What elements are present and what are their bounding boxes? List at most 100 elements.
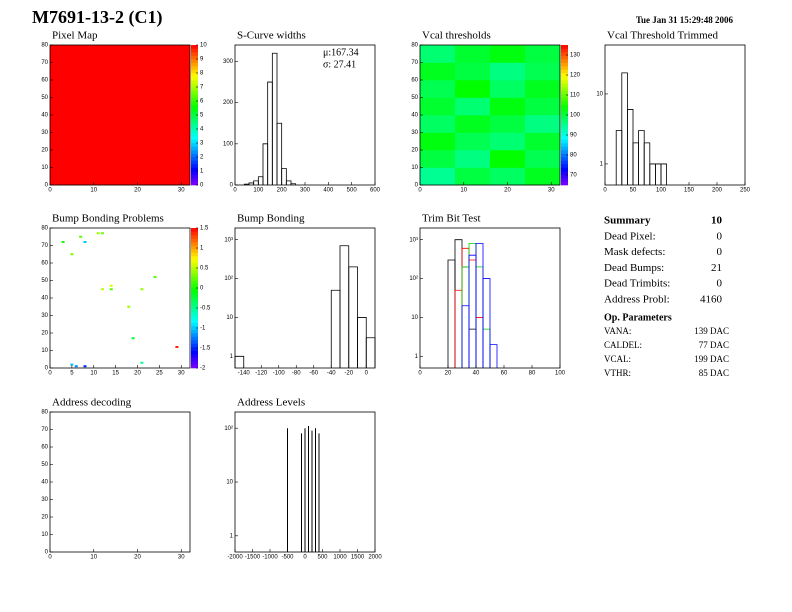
x-tick-label: 10 [90, 555, 97, 561]
summary-label: Dead Trimbits: [604, 278, 670, 290]
heat-cell [420, 45, 456, 63]
y-tick-label: 60 [41, 445, 48, 451]
colorbar-segment [191, 329, 198, 334]
colorbar-segment [561, 167, 568, 172]
colorbar-segment [561, 153, 568, 158]
colorbar-segment [561, 59, 568, 63]
colorbar-segment [191, 181, 198, 186]
colorbar-segment [191, 132, 198, 137]
z-tick-label: 70 [570, 173, 577, 179]
x-tick-label: 0 [603, 188, 607, 194]
heat-cell [490, 167, 526, 186]
heat-cell [455, 62, 491, 81]
colorbar-segment [191, 83, 198, 88]
x-tick-label: 80 [529, 371, 536, 377]
heat-cell [455, 97, 491, 116]
colorbar-segment [191, 129, 198, 133]
point [83, 365, 87, 368]
heat-cell [50, 150, 86, 186]
heat-cell [50, 80, 86, 116]
y-tick-label: 20 [41, 515, 48, 521]
colorbar-segment [191, 270, 198, 274]
heat-cell [490, 115, 526, 133]
param-value: 77 DAC [699, 340, 729, 350]
point [70, 363, 74, 366]
x-tick-label: 40 [473, 371, 480, 377]
heat-cell [155, 80, 191, 116]
x-tick-label: 100 [656, 188, 667, 194]
colorbar-segment [191, 235, 198, 239]
colorbar-segment [191, 153, 198, 158]
summary-title: Summary [604, 215, 651, 227]
hist-bin [285, 180, 292, 185]
chart-title: Address decoding [52, 397, 132, 409]
heat-cell [85, 150, 121, 186]
point [101, 232, 104, 235]
heat-cell [455, 132, 491, 151]
z-tick-label: -1 [200, 326, 206, 332]
colorbar-segment [191, 357, 198, 362]
x-tick-label: 150 [684, 188, 695, 194]
colorbar-segment [561, 143, 568, 147]
chart-title: Address Levels [237, 397, 305, 409]
point [153, 276, 157, 278]
summary-label: Address Probl: [604, 293, 670, 305]
x-tick-label: 200 [712, 188, 723, 194]
colorbar-segment [191, 167, 198, 172]
x-tick-label: 50 [630, 188, 637, 194]
colorbar-segment [191, 136, 198, 140]
z-tick-label: 1 [200, 169, 204, 175]
colorbar-segment [191, 143, 198, 147]
y-tick-label: 1 [230, 533, 234, 539]
colorbar-segment [191, 256, 198, 260]
colorbar-segment [191, 280, 198, 285]
heat-cell [85, 80, 121, 116]
y-tick-label: 10² [224, 276, 233, 282]
point [109, 284, 113, 287]
colorbar-segment [191, 48, 198, 53]
colorbar-segment [561, 129, 568, 133]
z-tick-label: 2 [200, 155, 204, 161]
y-tick-label: 10 [226, 315, 233, 321]
x-tick-label: 250 [740, 188, 751, 194]
colorbar-segment [191, 294, 198, 299]
y-tick-label: 40 [41, 113, 48, 119]
colorbar-segment [191, 312, 198, 316]
z-tick-label: -0.5 [200, 306, 211, 312]
y-tick-label: 0 [45, 550, 49, 556]
colorbar-segment [191, 259, 198, 264]
colorbar-segment [561, 62, 568, 67]
z-tick-label: 130 [570, 53, 581, 59]
z-tick-label: 6 [200, 99, 204, 105]
x-tick-label: -120 [255, 371, 268, 377]
colorbar-segment [561, 80, 568, 84]
colorbar-segment [191, 291, 198, 295]
heat-cell [525, 62, 561, 81]
z-tick-label: 1 [200, 246, 204, 252]
colorbar-segment [191, 322, 198, 327]
colorbar-segment [191, 301, 198, 306]
x-tick-label: -1000 [262, 555, 278, 561]
plot-frame [604, 44, 746, 186]
param-label: CALDEL: [604, 340, 642, 350]
chart-title: Pixel Map [52, 30, 98, 42]
colorbar-segment [561, 146, 568, 151]
colorbar-segment [561, 97, 568, 102]
heat-cell [490, 132, 526, 151]
y-tick-label: 70 [41, 243, 48, 249]
colorbar-segment [561, 66, 568, 70]
y-tick-label: 300 [223, 59, 234, 65]
point [96, 232, 100, 235]
x-tick-label: 20 [134, 371, 141, 377]
colorbar-segment [561, 111, 568, 116]
hist-bin [271, 52, 278, 185]
z-tick-label: 0 [200, 183, 204, 189]
colorbar-segment [191, 361, 198, 365]
heat-cell [420, 80, 456, 98]
heat-cell [490, 80, 526, 98]
z-tick-label: 110 [570, 93, 580, 99]
y-tick-label: 100 [223, 141, 234, 147]
param-value: 139 DAC [694, 326, 729, 336]
y-tick-label: 0 [45, 366, 49, 372]
heat-cell [525, 45, 561, 63]
